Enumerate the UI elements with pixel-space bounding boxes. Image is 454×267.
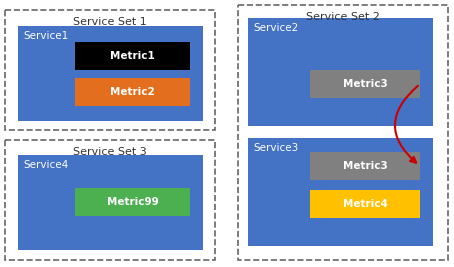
Bar bbox=[310, 152, 420, 180]
Bar bbox=[238, 5, 448, 260]
Bar bbox=[18, 26, 203, 121]
Bar bbox=[5, 140, 215, 260]
Bar bbox=[310, 70, 420, 98]
Bar bbox=[75, 188, 190, 216]
Bar bbox=[248, 138, 433, 246]
Text: Service4: Service4 bbox=[23, 160, 68, 170]
Text: Service Set 1: Service Set 1 bbox=[73, 17, 147, 27]
Bar bbox=[5, 10, 215, 130]
Text: Metric99: Metric99 bbox=[107, 197, 158, 207]
Text: Service1: Service1 bbox=[23, 31, 68, 41]
Text: Metric1: Metric1 bbox=[110, 51, 155, 61]
Text: Service3: Service3 bbox=[253, 143, 298, 153]
Bar bbox=[75, 42, 190, 70]
Text: Service Set 3: Service Set 3 bbox=[73, 147, 147, 157]
Text: Metric4: Metric4 bbox=[343, 199, 387, 209]
Text: Service2: Service2 bbox=[253, 23, 298, 33]
Text: Metric3: Metric3 bbox=[343, 79, 387, 89]
Bar bbox=[75, 78, 190, 106]
Bar bbox=[18, 155, 203, 250]
Text: Metric3: Metric3 bbox=[343, 161, 387, 171]
Bar bbox=[248, 18, 433, 126]
Bar bbox=[310, 190, 420, 218]
Text: Service Set 2: Service Set 2 bbox=[306, 12, 380, 22]
Text: Metric2: Metric2 bbox=[110, 87, 155, 97]
